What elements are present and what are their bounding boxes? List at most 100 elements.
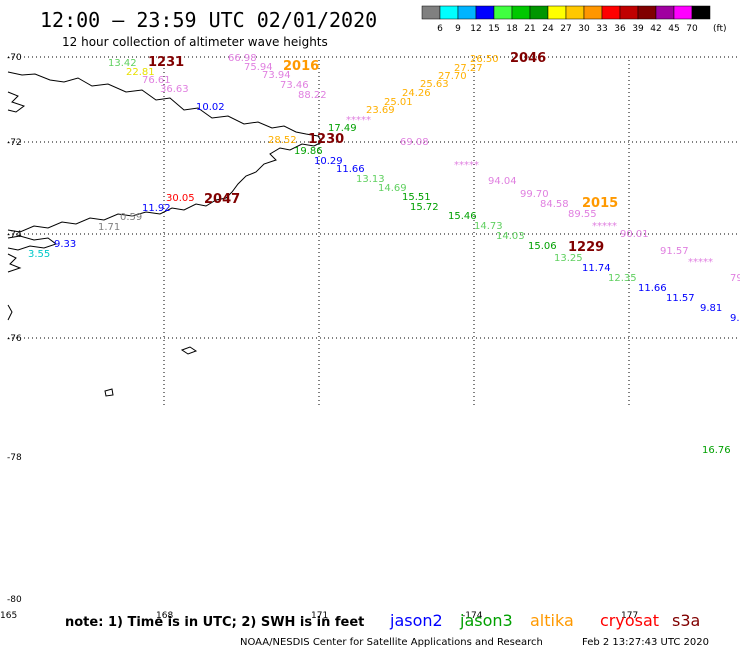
wave-height-label: 11.57: [666, 293, 695, 304]
footer-timestamp: Feb 2 13:27:43 UTC 2020: [582, 637, 709, 648]
wave-height-label: 28.52: [268, 135, 297, 146]
lon-label: 168: [156, 611, 173, 621]
wave-height-label: 26.50: [470, 54, 499, 65]
wave-height-label: 73.46: [280, 80, 309, 91]
wave-height-label: 10.02: [196, 102, 225, 113]
colorbar-tick-label: 9: [455, 24, 461, 34]
colorbar-swatch: [511, 5, 531, 20]
colorbar-tick-label: 12: [470, 24, 481, 34]
colorbar-tick-label: 30: [578, 24, 590, 34]
legend-s3a: s3a: [672, 611, 700, 630]
legend-cryosat: cryosat: [600, 611, 659, 630]
wave-height-label: 79: [730, 273, 740, 284]
map-subtitle: 12 hour collection of altimeter wave hei…: [62, 35, 328, 49]
graticule: [8, 56, 740, 405]
colorbar-tick-label: 70: [686, 24, 698, 34]
colorbar-tick-label: 27: [560, 24, 571, 34]
wave-height-label: 10.29: [314, 156, 343, 167]
wave-height-label: *****: [346, 115, 371, 126]
colorbar-swatch: [475, 5, 495, 20]
legend-altika: altika: [530, 611, 574, 630]
wave-height-label: 12.35: [608, 273, 637, 284]
lat-label: -76: [7, 334, 22, 344]
pass-time-label: 1229: [568, 240, 604, 255]
wave-height-label: 14.03: [496, 231, 525, 242]
wave-height-label: 11.92: [142, 203, 171, 214]
wave-height-label: *****: [592, 221, 617, 232]
colorbar-tick-label: 15: [488, 24, 499, 34]
pass-time-label: 2015: [582, 196, 618, 211]
colorbar-swatch: [529, 5, 549, 20]
wave-height-label: 15.06: [528, 241, 557, 252]
colorbar-tick-label: 42: [650, 24, 661, 34]
colorbar-swatch: [673, 5, 693, 20]
wave-height-label: 3.55: [28, 249, 50, 260]
pass-time-label: 2046: [510, 51, 546, 66]
colorbar-tick-label: 21: [524, 24, 535, 34]
wave-height-label: 27.70: [438, 71, 467, 82]
lon-label: -174: [462, 611, 483, 621]
colorbar-tick-label: 39: [632, 24, 644, 34]
wave-height-label: 13.42: [108, 58, 137, 69]
colorbar-tick-label: 36: [614, 24, 626, 34]
wave-height-label: 69.08: [400, 137, 429, 148]
wave-height-label: 11.66: [336, 164, 365, 175]
wave-height-label: 14.73: [474, 221, 503, 232]
wave-height-label: 75.94: [244, 62, 273, 73]
wave-height-label: 19.86: [294, 146, 323, 157]
lat-label: -70: [7, 53, 22, 63]
colorbar-swatch: [565, 5, 585, 20]
wave-height-label: 9.81: [700, 303, 722, 314]
wave-height-label: 84.58: [540, 199, 569, 210]
wave-height-label: 91.57: [660, 246, 689, 257]
colorbar-swatch: [439, 5, 459, 20]
colorbar-swatch: [691, 5, 711, 20]
colorbar-unit: (ft): [713, 24, 727, 34]
colorbar-swatch: [493, 5, 513, 20]
colorbar-tick-label: 33: [596, 24, 607, 34]
pass-time-label: 2047: [204, 192, 240, 207]
pass-time-label: 1230: [308, 132, 344, 147]
wave-height-label: 16.76: [702, 445, 731, 456]
footer-note: note: 1) Time is in UTC; 2) SWH is in fe…: [65, 615, 364, 630]
satellite-legend: jason2 jason3 altika cryosat s3a: [389, 611, 700, 630]
colorbar: 6 9 12 15 18 21 24 27 30 33 36 39 42 45 70: [421, 5, 711, 34]
lat-label: -78: [7, 453, 22, 463]
wave-height-label: 66.98: [228, 53, 257, 64]
wave-height-label: 30.05: [166, 193, 195, 204]
colorbar-swatch: [655, 5, 675, 20]
wave-height-label: 94.04: [488, 176, 517, 187]
lat-label: -72: [7, 138, 22, 148]
map-title: 12:00 – 23:59 UTC 02/01/2020: [40, 8, 377, 32]
wave-height-label: 23.69: [366, 105, 395, 116]
lat-label: -74: [7, 230, 22, 240]
colorbar-tick-label: 45: [668, 24, 679, 34]
wave-height-label: 1.71: [98, 222, 120, 233]
wave-height-label: 88.22: [298, 90, 327, 101]
wave-height-label: 73.94: [262, 70, 291, 81]
colorbar-tick-label: 18: [506, 24, 518, 34]
wave-height-label: 15.51: [402, 192, 431, 203]
wave-height-label: 9.33: [54, 239, 76, 250]
colorbar-swatch: [637, 5, 657, 20]
colorbar-swatch: [619, 5, 639, 20]
colorbar-swatch: [601, 5, 621, 20]
legend-jason2: jason2: [389, 611, 443, 630]
wave-height-label: 15.72: [410, 202, 439, 213]
wave-height-label: 24.26: [402, 88, 431, 99]
colorbar-tick-label: 6: [437, 24, 443, 34]
pass-time-label: 2016: [283, 59, 319, 74]
wave-height-label: 89.55: [568, 209, 597, 220]
wave-height-label: 13.13: [356, 174, 385, 185]
colorbar-swatch: [547, 5, 567, 20]
coastline: [7, 71, 323, 397]
wave-height-label: *****: [688, 257, 713, 268]
pass-time-label: 1231: [148, 55, 184, 70]
footer-credit: NOAA/NESDIS Center for Satellite Applica…: [240, 637, 543, 648]
wave-height-label: 17.49: [328, 123, 357, 134]
wave-height-label: 15.46: [448, 211, 477, 222]
colorbar-swatch: [457, 5, 477, 20]
lon-label: 177: [621, 611, 638, 621]
